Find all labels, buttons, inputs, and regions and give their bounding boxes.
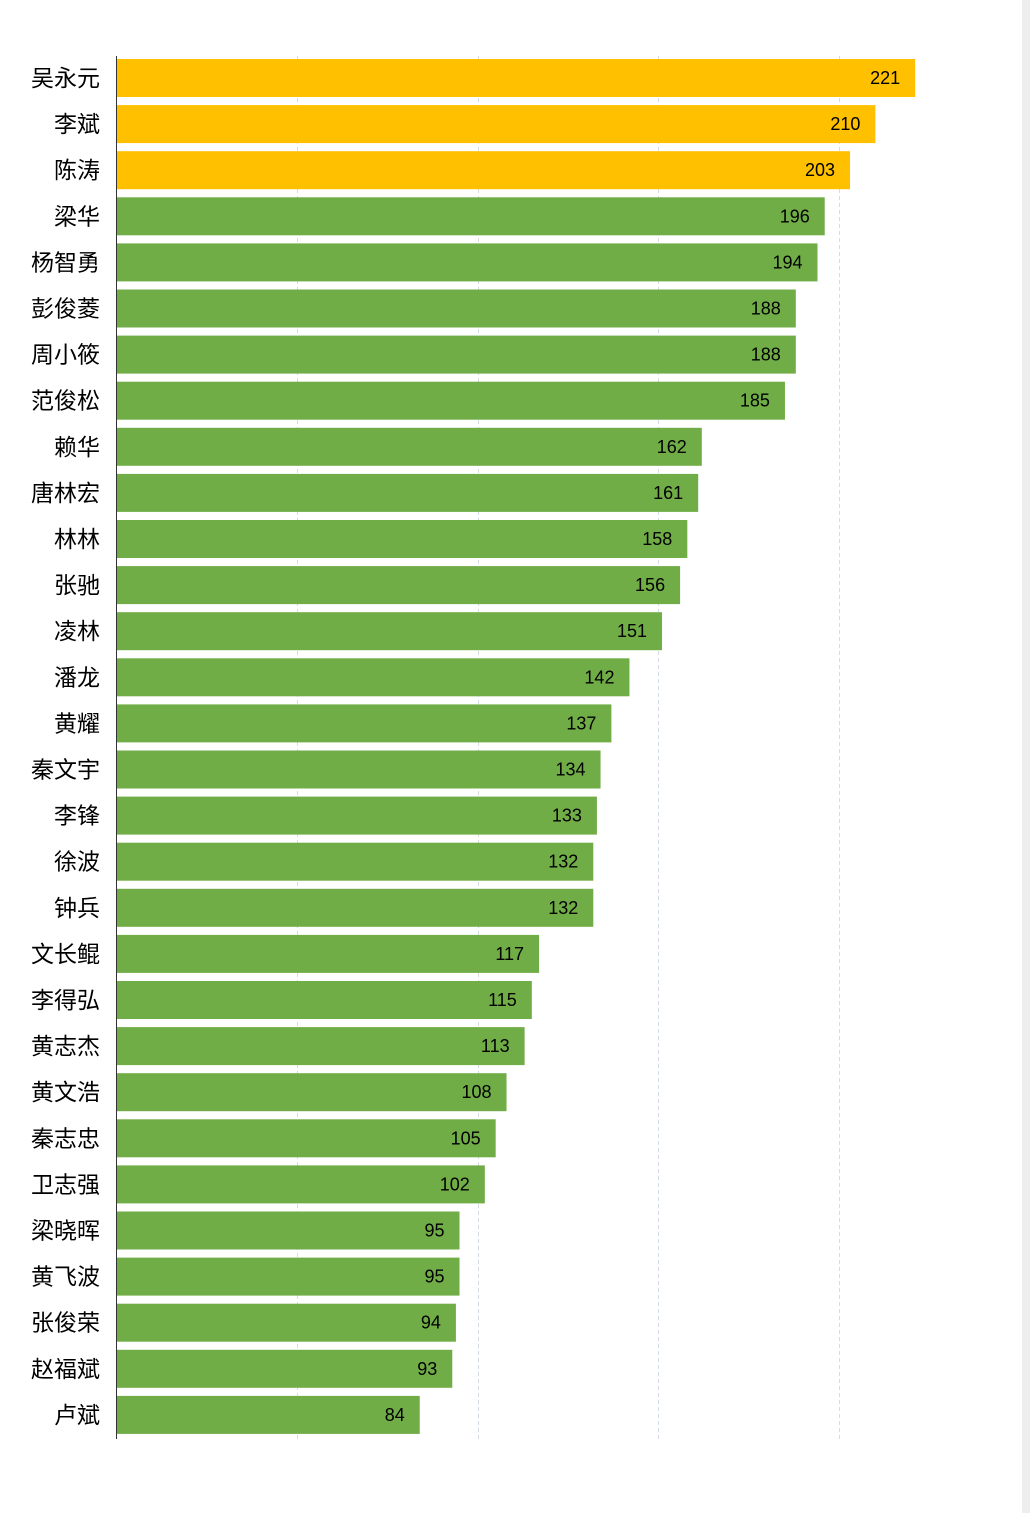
value-label: 115: [488, 990, 517, 1010]
bar: [117, 105, 876, 144]
value-label: 210: [830, 114, 860, 134]
category-label: 黄志杰: [31, 1034, 100, 1060]
value-label: 142: [584, 667, 614, 687]
value-label: 117: [495, 944, 524, 964]
bar: [117, 888, 594, 927]
bar: [117, 566, 681, 605]
bars: [117, 59, 916, 1434]
category-label: 黄飞波: [31, 1265, 100, 1291]
value-label: 102: [440, 1174, 470, 1194]
value-label: 93: [417, 1359, 437, 1379]
category-label: 周小筱: [31, 343, 100, 369]
value-label: 108: [461, 1082, 491, 1102]
value-label: 134: [555, 760, 585, 780]
bar: [117, 1165, 485, 1204]
value-label: 132: [548, 898, 578, 918]
category-label: 彭俊菱: [31, 297, 100, 323]
value-label: 132: [548, 852, 578, 872]
value-label: 94: [421, 1313, 441, 1333]
category-label: 杨智勇: [31, 250, 100, 276]
category-label: 黄耀: [54, 711, 100, 737]
category-label: 范俊松: [31, 389, 100, 415]
value-labels: 221 210 203 196 194 188 188 185 162 161 158 156 151 1…: [385, 68, 900, 1425]
bar: [117, 1257, 460, 1296]
category-labels: 吴永元李斌陈涛梁华杨智勇彭俊菱周小筱范俊松赖华唐林宏林林张驰凌林潘龙黄耀秦文宇李…: [31, 66, 100, 1429]
category-label: 秦志忠: [31, 1126, 100, 1152]
bar: [117, 1073, 507, 1112]
category-label: 凌林: [54, 619, 100, 645]
category-label: 卫志强: [31, 1172, 100, 1198]
bar: [117, 473, 699, 512]
category-label: 梁晓晖: [31, 1219, 100, 1245]
bar: [117, 335, 796, 374]
category-label: 陈涛: [54, 158, 100, 184]
bar: [117, 612, 663, 651]
value-label: 185: [740, 391, 770, 411]
bar: [117, 381, 785, 420]
value-label: 188: [751, 345, 781, 365]
bar: [117, 1119, 496, 1158]
category-label: 吴永元: [31, 66, 100, 92]
bar: [117, 704, 612, 743]
bar: [117, 1395, 420, 1434]
bar: [117, 289, 796, 328]
category-label: 李斌: [54, 112, 100, 138]
value-label: 105: [451, 1128, 481, 1148]
value-label: 151: [617, 621, 647, 641]
category-label: 赵福斌: [31, 1357, 100, 1383]
value-label: 203: [805, 160, 835, 180]
bar: [117, 427, 702, 466]
value-label: 137: [566, 713, 596, 733]
category-label: 张俊荣: [31, 1311, 100, 1337]
page-edge: [1022, 0, 1030, 1513]
bar: [117, 1349, 453, 1388]
category-label: 卢斌: [54, 1403, 100, 1429]
value-label: 196: [780, 206, 810, 226]
category-label: 张驰: [54, 573, 100, 599]
value-label: 84: [385, 1405, 405, 1425]
value-label: 188: [751, 299, 781, 319]
bar: [117, 842, 594, 881]
category-label: 潘龙: [54, 665, 100, 691]
value-label: 95: [424, 1267, 444, 1287]
bar: [117, 658, 630, 697]
category-label: 李锋: [54, 804, 100, 830]
value-label: 221: [870, 68, 900, 88]
bar: [117, 59, 916, 97]
category-label: 钟兵: [54, 896, 100, 922]
value-label: 113: [481, 1036, 510, 1056]
value-label: 95: [424, 1221, 444, 1241]
category-label: 文长鲲: [31, 942, 100, 968]
bar: [117, 750, 601, 789]
category-label: 黄文浩: [31, 1080, 100, 1106]
value-label: 158: [642, 529, 672, 549]
value-label: 133: [552, 806, 582, 826]
bar: [117, 981, 532, 1019]
value-label: 194: [772, 252, 802, 272]
category-label: 林林: [54, 527, 100, 553]
category-label: 唐林宏: [31, 481, 100, 507]
bar: [117, 1303, 456, 1342]
bar: [117, 934, 540, 973]
bar: [117, 197, 825, 236]
bar: [117, 520, 688, 558]
category-label: 秦文宇: [31, 758, 100, 784]
category-label: 李得弘: [31, 988, 100, 1014]
value-label: 161: [653, 483, 683, 503]
category-label: 徐波: [54, 850, 100, 876]
category-label: 赖华: [54, 435, 100, 461]
bar: [117, 796, 597, 835]
value-label: 156: [635, 575, 665, 595]
bar: [117, 1211, 460, 1250]
category-label: 梁华: [54, 204, 100, 230]
bar: [117, 151, 851, 190]
bar: [117, 243, 818, 282]
value-label: 162: [657, 437, 687, 457]
bar: [117, 1027, 525, 1066]
